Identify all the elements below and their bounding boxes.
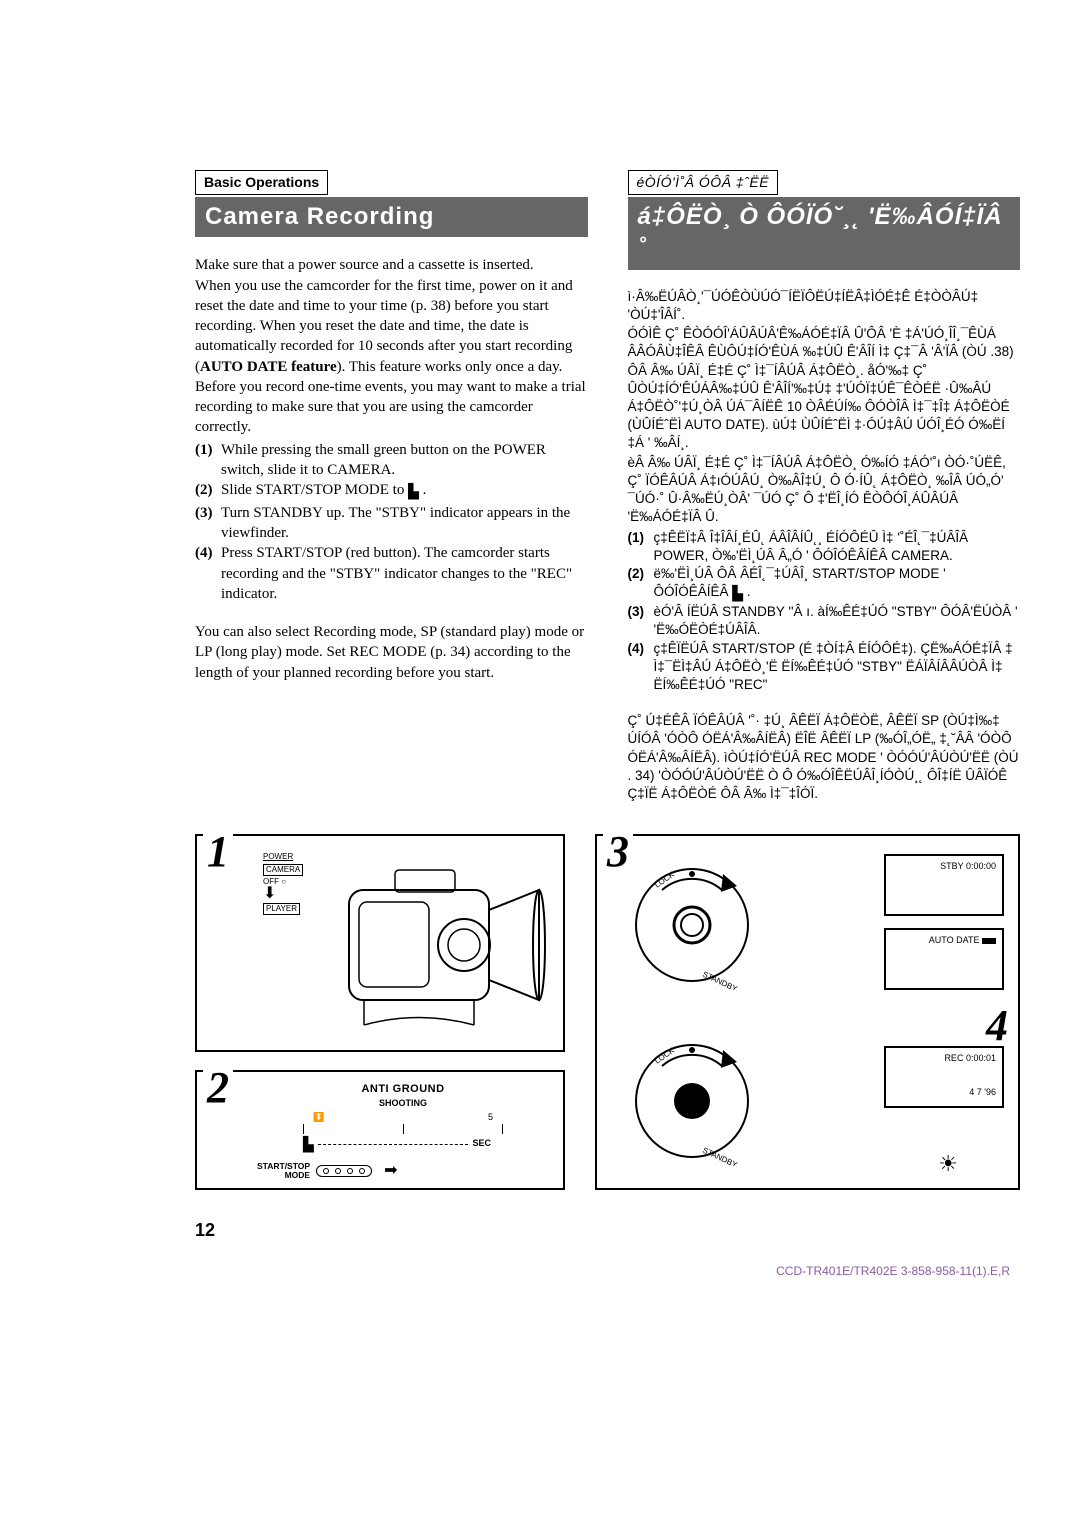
stby-label: STBY — [940, 861, 963, 871]
step-num: (2) — [195, 480, 221, 503]
sun-icon: ☀ — [938, 1149, 958, 1179]
panel-2: 2 ANTI GROUND SHOOTING ⏬5 ▙SEC START/STO… — [195, 1070, 565, 1190]
page-number: 12 — [195, 1218, 1020, 1242]
step-num: (3) — [628, 603, 654, 639]
step-num: (1) — [628, 529, 654, 565]
screen-rec: REC 0:00:01 4 7 '96 — [884, 1046, 1004, 1108]
right-steps: (1) ç‡ÊËÏ‡Â Î‡ÎÂÍ¸ÉÛ˛ ÁÂÎÂÍÛ˛¸ ÉÍÓÔÉÛ Ì‡… — [628, 529, 1021, 695]
step-text: Turn STANDBY up. The "STBY" indicator ap… — [221, 503, 588, 544]
right-body: ì·Â‰ËÚÂÒ¸'¯ÚÓÊÒÙÚÓ¯ÍËÏÔËÚ‡ÍËÂ‡ÌÓÉ‡Ê É‡ÒÒ… — [628, 288, 1021, 804]
diagram-right-col: 3 4 LOCK STANDBY — [595, 834, 1020, 1190]
step-text: ç‡ÊËÏ‡Â Î‡ÎÂÍ¸ÉÛ˛ ÁÂÎÂÍÛ˛¸ ÉÍÓÔÉÛ Ì‡ '˚É… — [654, 529, 1021, 565]
r-para: èÂ Â‰ ÚÂÏ¸ É‡É Ç˚ Ì‡¯ÍÂÚÂ Á‡ÔËÒ¸ Ó‰ÍÓ ‡Á… — [628, 454, 1021, 527]
para-3: Before you record one-time events, you m… — [195, 377, 588, 438]
date-label: 4 7 '96 — [969, 1087, 996, 1097]
lbl-power: POWER — [263, 852, 303, 862]
time-label: 0:00:01 — [966, 1053, 996, 1063]
mode-l2: MODE — [257, 1171, 310, 1180]
title-right: á‡ÔËÒ¸ Ò ÔÓÏÓ˘¸˛ 'Ë‰ÂÓÍ‡ÏÂ ˚ — [628, 197, 1021, 270]
panel-num-1: 1 — [203, 830, 233, 874]
panel-num-4: 4 — [982, 1004, 1012, 1048]
autodate-label: AUTO DATE — [929, 935, 980, 945]
badge-left: Basic Operations — [195, 170, 328, 195]
p2-sub: SHOOTING — [257, 1097, 549, 1109]
step-num: (3) — [195, 503, 221, 544]
step-text: Press START/STOP (red button). The camco… — [221, 543, 588, 604]
panel-3-4: 3 4 LOCK STANDBY — [595, 834, 1020, 1190]
diagram-left-col: 1 POWER CAMERA OFF ○ ⬇ PLAYER — [195, 834, 565, 1190]
r-para-4: Ç˚ Ú‡ÉÊÂ ÏÓÊÂÚÂ '˚· ‡Ú¸ ÂÊËÏ Á‡ÔËÒË, ÂÊË… — [628, 712, 1021, 803]
step-3: (3) Turn STANDBY up. The "STBY" indicato… — [195, 503, 588, 544]
step-2: (2) Slide START/STOP MODE to ▙ . — [195, 480, 588, 503]
battery-icon — [982, 938, 996, 944]
step-text: ë‰'ËÌ¸ÚÂ ÔÂ ÂÉÎ˛¯‡ÚÂÎ¸ START/STOP MODE '… — [654, 565, 1021, 603]
step-num: (4) — [195, 543, 221, 604]
diagrams: 1 POWER CAMERA OFF ○ ⬇ PLAYER — [195, 834, 1020, 1190]
scale-end: 5 — [488, 1111, 493, 1123]
step-text: While pressing the small green button on… — [221, 440, 588, 481]
step-4: (4) Press START/STOP (red button). The c… — [195, 543, 588, 604]
col-left: Basic Operations Camera Recording Make s… — [195, 170, 588, 804]
screen-stby: STBY 0:00:00 — [884, 854, 1004, 916]
power-switch-labels: POWER CAMERA OFF ○ ⬇ PLAYER — [263, 852, 303, 916]
r-step-1: (1) ç‡ÊËÏ‡Â Î‡ÎÂÍ¸ÉÛ˛ ÁÂÎÂÍÛ˛¸ ÉÍÓÔÉÛ Ì‡… — [628, 529, 1021, 565]
time-label: 0:00:00 — [966, 861, 996, 871]
step-num: (4) — [628, 640, 654, 695]
lbl-camera: CAMERA — [263, 864, 303, 876]
lbl-player: PLAYER — [263, 903, 300, 915]
step-num: (2) — [628, 565, 654, 603]
left-steps: (1) While pressing the small green butto… — [195, 440, 588, 605]
title-left: Camera Recording — [195, 197, 588, 237]
para-1: Make sure that a power source and a cass… — [195, 255, 588, 275]
step-1: (1) While pressing the small green butto… — [195, 440, 588, 481]
mode-dots — [316, 1165, 372, 1177]
camcorder-illustration — [339, 860, 549, 1030]
step-num: (1) — [195, 440, 221, 481]
diagram-row: 1 POWER CAMERA OFF ○ ⬇ PLAYER — [195, 834, 1020, 1190]
step-text: èÓ'Â ÍËÚÂ STANDBY ''Â ı. àÍ‰ÊÉ‡ÚÓ "STBY"… — [654, 603, 1021, 639]
r-step-4: (4) ç‡ÊÏËÚÂ START/STOP (É ‡ÒÍ‡Â ÉÍÓÔÉ‡).… — [628, 640, 1021, 695]
step-text: ç‡ÊÏËÚÂ START/STOP (É ‡ÒÍ‡Â ÉÍÓÔÉ‡). ÇË‰… — [654, 640, 1021, 695]
panel-num-2: 2 — [203, 1066, 233, 1110]
footer-model: CCD-TR401E/TR402E 3-858-958-11(1).E,R — [195, 1263, 1020, 1279]
columns: Basic Operations Camera Recording Make s… — [195, 170, 1020, 804]
dial-3: LOCK STANDBY — [627, 860, 757, 990]
man-icon: ▙ — [732, 584, 743, 603]
badge-right: éÒÍÓ'Ì˚Â ÓÔÂ ‡ˆËË — [628, 170, 779, 195]
left-body: Make sure that a power source and a cass… — [195, 255, 588, 683]
man-icon: ▙ — [408, 484, 419, 503]
r-step-2: (2) ë‰'ËÌ¸ÚÂ ÔÂ ÂÉÎ˛¯‡ÚÂÎ¸ START/STOP MO… — [628, 565, 1021, 603]
p2-title: ANTI GROUND — [257, 1082, 549, 1097]
man-icon: ▙ — [303, 1135, 314, 1154]
down-arrow-icon: ⬇ — [263, 887, 303, 901]
p2-scale: ⏬ 5 ▙ SEC — [303, 1111, 503, 1154]
para-4: You can also select Recording mode, SP (… — [195, 622, 588, 683]
scale-start: ⏬ — [313, 1111, 324, 1123]
screen-autodate: AUTO DATE — [884, 928, 1004, 990]
sec-label: SEC — [472, 1137, 503, 1149]
rec-label: REC — [944, 1053, 963, 1063]
step-text: Slide START/STOP MODE to ▙ . — [221, 480, 588, 503]
right-arrow-icon: ➡ — [384, 1160, 397, 1182]
panel-1: 1 POWER CAMERA OFF ○ ⬇ PLAYER — [195, 834, 565, 1052]
r-para: ì·Â‰ËÚÂÒ¸'¯ÚÓÊÒÙÚÓ¯ÍËÏÔËÚ‡ÍËÂ‡ÌÓÉ‡Ê É‡ÒÒ… — [628, 288, 1021, 324]
r-step-3: (3) èÓ'Â ÍËÚÂ STANDBY ''Â ı. àÍ‰ÊÉ‡ÚÓ "S… — [628, 603, 1021, 639]
para-2: When you use the camcorder for the first… — [195, 276, 588, 377]
r-para: ÓÓÌÊ Ç˚ ÊÒÓÓÎ'ÁÛÂÚÂ'Ê‰ÁÓÉ‡ÏÂ Û'ÔÂ 'È ‡Á'… — [628, 325, 1021, 453]
dial-4: LOCK STANDBY — [627, 1036, 757, 1166]
p2-mode: START/STOPMODE ➡ — [257, 1160, 549, 1182]
col-right: éÒÍÓ'Ì˚Â ÓÔÂ ‡ˆËË á‡ÔËÒ¸ Ò ÔÓÏÓ˘¸˛ 'Ë‰ÂÓ… — [628, 170, 1021, 804]
